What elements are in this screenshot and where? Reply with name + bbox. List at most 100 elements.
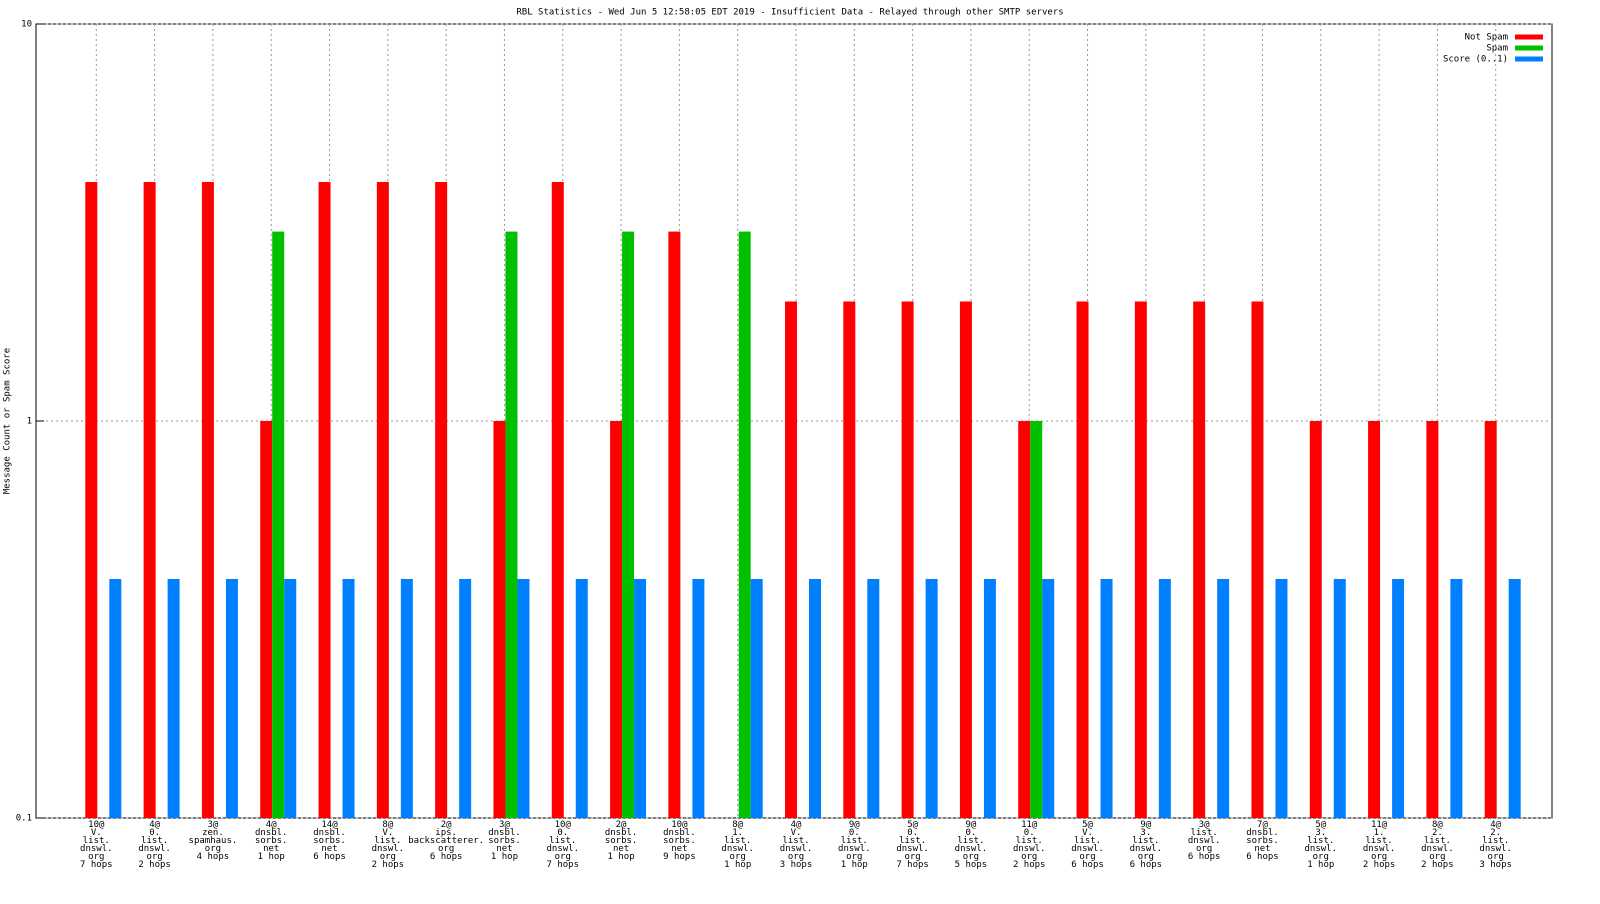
x-tick-line: 0. (149, 828, 160, 838)
x-tick-line: dnswl. (838, 844, 871, 854)
bar (284, 578, 297, 818)
x-tick-line: 0. (1024, 828, 1035, 838)
x-tick-line: V. (382, 828, 393, 838)
x-tick-line: list. (899, 836, 926, 846)
x-tick-line: org (1079, 852, 1095, 862)
x-tick-label: 10@ dnsbl. sorbs. net 9 hops (663, 820, 696, 862)
bar (1484, 421, 1497, 818)
x-tick-line: 5@ (1315, 820, 1326, 830)
x-tick-line: 2 hops (138, 860, 171, 870)
bar (622, 231, 635, 818)
x-tick-line: net (496, 844, 512, 854)
x-tick-line: org (380, 852, 396, 862)
x-tick-line: list. (957, 836, 984, 846)
x-tick-line: 6 hops (430, 852, 463, 862)
x-tick-line: org (1488, 852, 1504, 862)
x-tick-line: list. (1074, 836, 1101, 846)
x-tick-line: dnswl. (780, 844, 813, 854)
x-tick-line: list. (1482, 836, 1509, 846)
x-tick-label: 10@ V. list. dnswl. org 7 hops (80, 820, 113, 870)
x-tick-label: 10@ 0. list. dnswl. org 7 hops (547, 820, 580, 870)
x-tick-line: 5@ (1082, 820, 1093, 830)
bar (435, 181, 448, 818)
x-tick-line: 8@ (1432, 820, 1443, 830)
x-tick-line: 4@ (791, 820, 802, 830)
x-tick-line: list. (1132, 836, 1159, 846)
bar (901, 301, 914, 818)
x-tick-line: 0. (557, 828, 568, 838)
x-tick-line: 2 hops (372, 860, 405, 870)
x-tick-label: 9@ 3. list. dnswl. org 6 hops (1130, 820, 1163, 870)
bar (272, 231, 285, 818)
bar (517, 578, 530, 818)
bar (925, 578, 938, 818)
x-tick-line: 4@ (149, 820, 160, 830)
x-tick-line: 2 hops (1421, 860, 1454, 870)
x-tick-label: 8@ 1. list. dnswl. org 1 hop (721, 820, 754, 870)
bar (1193, 301, 1206, 818)
x-tick-line: 3@ (208, 820, 219, 830)
y-tick-label: 1 (27, 417, 32, 427)
x-tick-line: 9@ (1140, 820, 1151, 830)
x-tick-label: 3@ list. dnswl. org 6 hops (1188, 820, 1221, 862)
legend-swatch (1515, 45, 1543, 51)
x-tick-line: 11@ (1371, 820, 1388, 830)
x-tick-line: 7@ (1257, 820, 1268, 830)
x-tick-label: 2@ dnsbl. sorbs. net 1 hop (605, 820, 638, 862)
x-tick-label: 8@ V. list. dnswl. org 2 hops (372, 820, 405, 870)
x-tick-line: org (555, 852, 571, 862)
x-tick-line: 1. (732, 828, 743, 838)
y-tick-label: 10 (21, 20, 32, 30)
x-tick-line: org (146, 852, 162, 862)
x-tick-line: 7 hops (80, 860, 113, 870)
x-tick-line: 6 hops (1071, 860, 1104, 870)
x-tick-line: 4 hops (197, 852, 230, 862)
x-tick-line: dnswl. (138, 844, 171, 854)
bar (843, 301, 856, 818)
bar (738, 231, 751, 818)
x-tick-label: 7@ dnsbl. sorbs. net 6 hops (1246, 820, 1279, 862)
bar (1450, 578, 1463, 818)
x-tick-line: list. (1424, 836, 1451, 846)
x-tick-label: 8@ 2. list. dnswl. org 2 hops (1421, 820, 1454, 870)
x-tick-line: 6 hops (1246, 852, 1279, 862)
x-tick-line: org (963, 852, 979, 862)
bar (85, 181, 98, 818)
x-tick-line: 1. (1374, 828, 1385, 838)
bar (867, 578, 880, 818)
bar (634, 578, 647, 818)
x-tick-line: list. (782, 836, 809, 846)
x-tick-line: 14@ (321, 820, 338, 830)
x-tick-line: 5@ (907, 820, 918, 830)
x-tick-label: 2@ ips. backscatterer. org 6 hops (408, 820, 484, 862)
x-tick-line: 2@ (441, 820, 452, 830)
x-tick-label: 14@ dnsbl. sorbs. net 6 hops (313, 820, 346, 862)
x-tick-line: 1 hop (1307, 860, 1334, 870)
bar (983, 578, 996, 818)
x-tick-line: dnswl. (1363, 844, 1396, 854)
x-tick-line: dnswl. (1130, 844, 1163, 854)
x-tick-line: dnswl. (955, 844, 988, 854)
x-tick-label: 4@ V. list. dnswl. org 3 hops (780, 820, 813, 870)
x-tick-line: list. (841, 836, 868, 846)
x-tick-line: 2 hops (1013, 860, 1046, 870)
x-tick-label: 9@ 0. list. dnswl. org 1 hop (838, 820, 871, 870)
bar (610, 421, 623, 818)
bar (1508, 578, 1521, 818)
x-tick-line: 10@ (88, 820, 105, 830)
chart-title: RBL Statistics - Wed Jun 5 12:58:05 EDT … (516, 8, 1063, 18)
x-tick-line: 0. (907, 828, 918, 838)
x-tick-line: 6 hops (313, 852, 346, 862)
x-tick-line: list. (1191, 828, 1218, 838)
x-tick-line: org (788, 852, 804, 862)
x-tick-line: sorbs. (605, 836, 638, 846)
x-tick-line: V. (791, 828, 802, 838)
x-tick-line: 5 hops (955, 860, 988, 870)
x-tick-line: 4@ (1490, 820, 1501, 830)
x-tick-line: 2. (1490, 828, 1501, 838)
x-tick-line: 8@ (382, 820, 393, 830)
x-tick-line: sorbs. (1246, 836, 1279, 846)
x-tick-line: 7 hops (547, 860, 580, 870)
bar (260, 421, 273, 818)
